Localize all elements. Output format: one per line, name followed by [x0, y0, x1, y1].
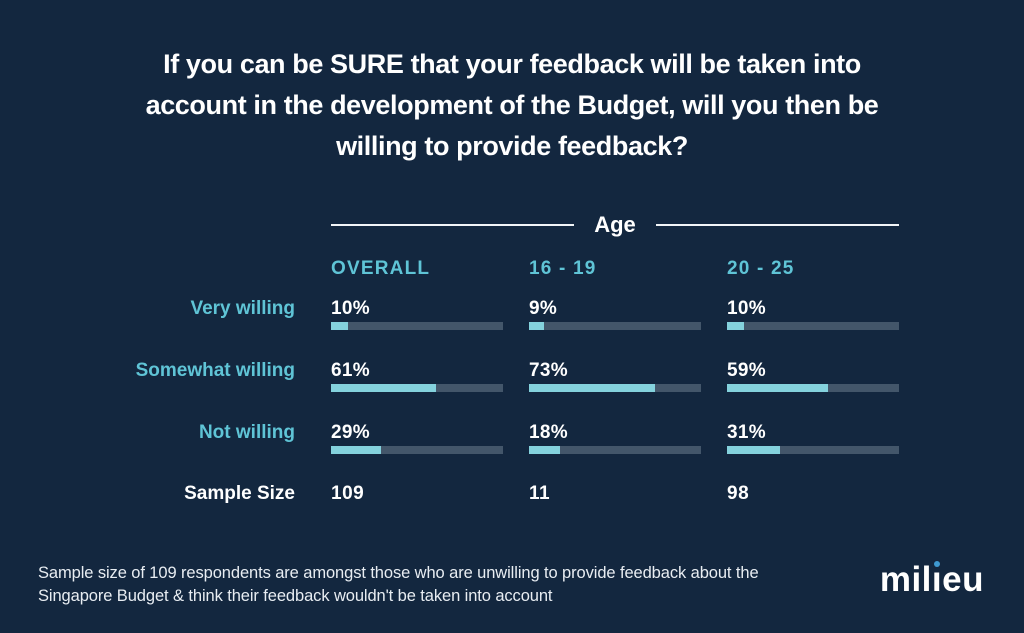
logo-blue-dot-i: ı: [932, 560, 942, 600]
percent-value: 18%: [529, 422, 568, 443]
bar-fill: [529, 384, 655, 392]
table-row-not-willing: Not willing 29% 18% 31%: [0, 422, 1024, 454]
percent-value: 10%: [727, 298, 766, 319]
percent-value: 61%: [331, 360, 370, 381]
data-cell: 61%: [331, 360, 503, 392]
age-divider-line-right: [655, 224, 899, 226]
sample-size-row: Sample Size 109 11 98: [0, 483, 1024, 505]
percent-value: 73%: [529, 360, 568, 381]
bar-track: [331, 384, 503, 392]
logo-blue-dot-icon: [934, 561, 941, 567]
age-group-label: Age: [594, 212, 636, 237]
row-label: Very willing: [190, 298, 295, 319]
sample-size-label: Sample Size: [184, 483, 295, 504]
percent-value: 31%: [727, 422, 766, 443]
data-cell: 59%: [727, 360, 899, 392]
sample-size-20-25: 98: [727, 483, 750, 504]
bar-fill: [331, 384, 436, 392]
title-line-1: If you can be SURE that your feedback wi…: [163, 49, 861, 79]
bar-track: [727, 446, 899, 454]
age-group-header: Age: [331, 212, 899, 238]
page-title: If you can be SURE that your feedback wi…: [0, 44, 1024, 167]
data-cell: 18%: [529, 422, 701, 454]
bar-fill: [727, 384, 829, 392]
bar-track: [727, 322, 899, 330]
bar-fill: [331, 446, 381, 454]
bar-track: [727, 384, 899, 392]
percent-value: 29%: [331, 422, 370, 443]
footnote: Sample size of 109 respondents are among…: [38, 564, 759, 605]
bar-fill: [529, 446, 560, 454]
bar-fill: [727, 322, 745, 330]
column-header-overall: OVERALL: [331, 258, 431, 279]
data-cell: 10%: [331, 298, 503, 330]
logo-dotless-i: ı: [931, 560, 943, 599]
bar-track: [529, 384, 701, 392]
logo-text-post: eu: [942, 560, 984, 599]
data-cell: 29%: [331, 422, 503, 454]
sample-size-overall: 109: [331, 483, 365, 504]
sample-size-16-19: 11: [529, 483, 551, 504]
data-cell: 9%: [529, 298, 701, 330]
column-header-row: OVERALL 16 - 19 20 - 25: [0, 258, 1024, 280]
percent-value: 9%: [529, 298, 558, 319]
age-divider-line-left: [331, 224, 575, 226]
milieu-logo: milı eu: [880, 560, 984, 600]
data-cell: 73%: [529, 360, 701, 392]
data-cell: 31%: [727, 422, 899, 454]
row-label: Somewhat willing: [135, 360, 295, 381]
column-header-20-25: 20 - 25: [727, 258, 795, 279]
column-header-16-19: 16 - 19: [529, 258, 597, 279]
table-row-somewhat-willing: Somewhat willing 61% 73% 59%: [0, 360, 1024, 392]
bar-track: [331, 446, 503, 454]
data-cell: 10%: [727, 298, 899, 330]
bar-track: [331, 322, 503, 330]
row-label: Not willing: [198, 422, 295, 443]
bar-fill: [331, 322, 349, 330]
table-row-very-willing: Very willing 10% 9% 10%: [0, 298, 1024, 330]
bar-fill: [529, 322, 545, 330]
logo-text-pre: mil: [879, 560, 932, 599]
bar-track: [529, 446, 701, 454]
age-header-row: Age: [0, 212, 1024, 238]
title-line-2: account in the development of the Budget…: [145, 90, 879, 120]
percent-value: 59%: [727, 360, 766, 381]
bar-track: [529, 322, 701, 330]
bar-fill: [727, 446, 781, 454]
percent-value: 10%: [331, 298, 370, 319]
title-line-3: willing to provide feedback?: [336, 131, 688, 161]
